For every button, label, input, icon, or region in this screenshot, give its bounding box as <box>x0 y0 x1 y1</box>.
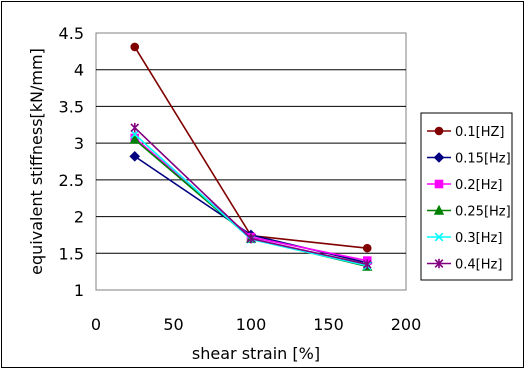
data-point <box>129 151 141 162</box>
y-tick-labels: 1 1.5 2 2.5 3 3.5 4 4.5 <box>59 24 84 300</box>
x-tick-label: 50 <box>163 315 183 334</box>
data-point <box>130 42 140 52</box>
data-point <box>129 133 140 144</box>
legend-box <box>420 112 513 281</box>
legend-marker <box>434 232 444 242</box>
series-layer <box>129 42 373 271</box>
legend-marker <box>433 204 445 215</box>
y-tick-label: 3 <box>74 134 84 153</box>
x-tick-label: 150 <box>313 315 344 334</box>
data-point <box>246 233 256 244</box>
y-tick-label: 4 <box>74 61 84 80</box>
legend-item: 0.3[Hz] <box>427 231 502 246</box>
legend-marker <box>433 152 445 163</box>
y-tick-label: 4.5 <box>59 24 84 43</box>
legend-label: 0.15[Hz] <box>455 152 511 167</box>
x-tick-label: 0 <box>91 315 101 334</box>
y-tick-label: 3.5 <box>59 97 84 116</box>
legend-label: 0.1[HZ] <box>455 125 505 140</box>
x-axis-label: shear strain [%] <box>192 344 320 363</box>
legend-item: 0.4[Hz] <box>427 258 502 273</box>
legend-marker <box>434 126 444 136</box>
legend-item: 0.1[HZ] <box>427 125 505 140</box>
data-point <box>130 129 140 139</box>
y-tick-label: 1.5 <box>59 244 84 263</box>
data-point <box>362 243 372 253</box>
legend-label: 0.25[Hz] <box>455 205 511 220</box>
x-tick-labels: 0 50 100 150 200 <box>91 315 421 334</box>
gridlines <box>96 69 406 254</box>
series-0.4[Hz] <box>130 122 372 270</box>
y-tick-label: 2.5 <box>59 171 84 190</box>
data-point <box>130 122 140 133</box>
legend: 0.1[HZ] 0.15[Hz] 0.2[Hz] 0.25[Hz] 0.3[Hz] 0.4… <box>420 112 513 281</box>
y-tick-label: 2 <box>74 208 84 227</box>
data-point <box>362 259 372 270</box>
y-tick-label: 1 <box>74 281 84 300</box>
legend-label: 0.3[Hz] <box>455 231 502 246</box>
legend-label: 0.2[Hz] <box>455 178 502 193</box>
legend-item: 0.25[Hz] <box>427 205 511 220</box>
y-axis-label: equivalent stiffness[kN/mm] <box>27 48 46 275</box>
legend-marker <box>434 179 444 189</box>
x-tick-label: 200 <box>391 315 422 334</box>
legend-item: 0.15[Hz] <box>427 152 511 167</box>
x-tick-label: 100 <box>236 315 267 334</box>
legend-marker <box>434 258 444 269</box>
legend-item: 0.2[Hz] <box>427 178 502 193</box>
legend-label: 0.4[Hz] <box>455 258 502 273</box>
